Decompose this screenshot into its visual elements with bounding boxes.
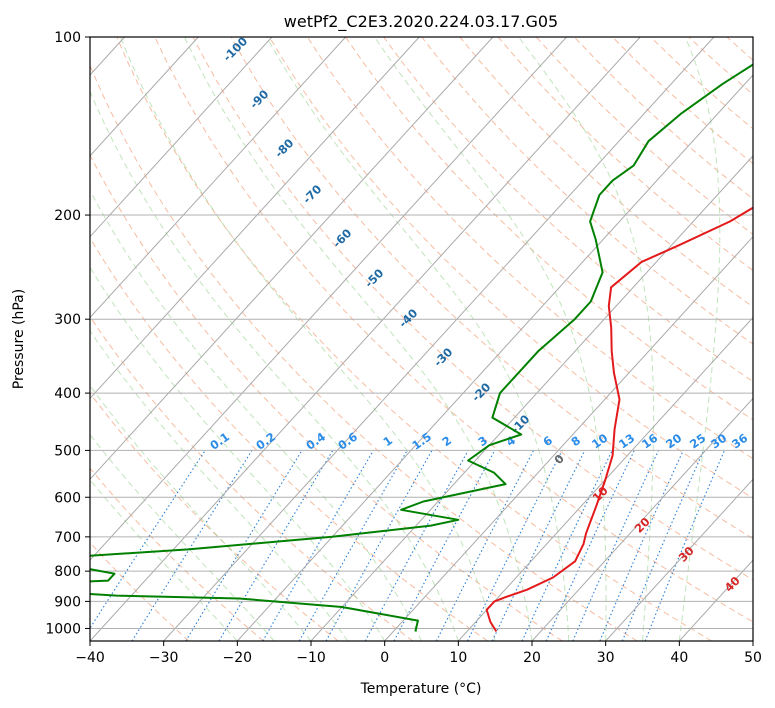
isotherm [90,37,494,481]
isotherm [90,37,199,157]
moist-adiabat [90,266,386,641]
moist-adiabat [266,37,570,641]
y-tick-label: 300 [54,312,81,328]
dry-adiabat [345,37,753,421]
y-tick-label: 700 [54,530,81,546]
moist-adiabat [518,37,655,641]
y-tick-label: 800 [54,564,81,580]
mixing-ratio-line [599,450,684,641]
mixing-ratio-line [185,450,303,641]
dewpoint-profile [90,63,753,632]
isotherm [605,478,753,641]
moist-adiabat [90,329,349,641]
y-tick-label: 900 [54,594,81,610]
x-tick-label: 20 [523,650,541,666]
y-axis-label: Pressure (hPa) [11,289,27,389]
background-lines [90,37,753,641]
dry-adiabat [116,37,712,641]
isotherm [90,37,641,641]
dry-adiabat [459,37,753,308]
dry-adiabat [192,37,753,581]
isotherm [90,37,346,319]
dry-adiabat [90,541,190,641]
isotherm [457,316,753,641]
isotherm [531,397,753,641]
mixing-ratio-line [621,450,705,641]
y-tick-label: 100 [54,30,81,46]
dry-adiabat [90,236,488,641]
isotherm [163,37,715,641]
mixing-ratio-line [435,450,535,641]
moist-adiabat [90,90,459,641]
x-tick-label: 40 [670,650,688,666]
x-tick-label: −30 [149,650,179,666]
y-tick-label: 600 [54,490,81,506]
dry-adiabat [90,467,264,641]
moist-adiabat [678,37,721,641]
y-tick-label: 1000 [45,621,81,637]
x-tick-label: 0 [380,650,389,666]
x-tick-label: 30 [597,650,615,666]
isotherm [90,37,273,238]
mixing-ratio-line [90,450,206,630]
x-tick-label: −20 [223,650,253,666]
isotherm [90,37,420,400]
mixing-ratio-line [364,450,469,641]
y-axis: 100 200 300 400 500 600 700 800 900 1000 [45,30,90,637]
mixing-ratio-line [298,450,408,641]
dry-adiabat [268,37,753,499]
profiles [90,63,753,633]
isotherm [384,235,753,641]
x-axis-label: Temperature (°C) [360,681,482,697]
mixing-ratio-line [467,450,563,641]
isotherm [90,37,567,561]
y-tick-label: 400 [54,386,81,402]
mixing-ratio-line [325,450,433,641]
mixing-ratio-line [572,450,660,641]
dry-adiabat [230,37,753,540]
x-tick-label: 50 [744,650,762,666]
x-axis: −40 −30 −20 −10 0 10 20 30 40 50 [75,641,762,666]
y-tick-label: 200 [54,208,81,224]
x-tick-label: −10 [296,650,326,666]
moist-adiabat [119,37,496,641]
dry-adiabat [306,37,753,460]
chart-title: wetPf2_C2E3.2020.224.03.17.G05 [284,12,558,32]
pressure-gridlines [90,37,753,629]
temperature-profile [485,206,753,633]
x-tick-label: 10 [449,650,467,666]
isotherm [310,155,753,641]
isotherm [236,74,753,641]
dry-adiabat [154,37,753,623]
y-tick-label: 500 [54,443,81,459]
plot-frame [89,36,754,642]
dry-adiabat [90,392,339,641]
x-tick-label: −40 [75,650,105,666]
moist-adiabat [90,189,422,641]
